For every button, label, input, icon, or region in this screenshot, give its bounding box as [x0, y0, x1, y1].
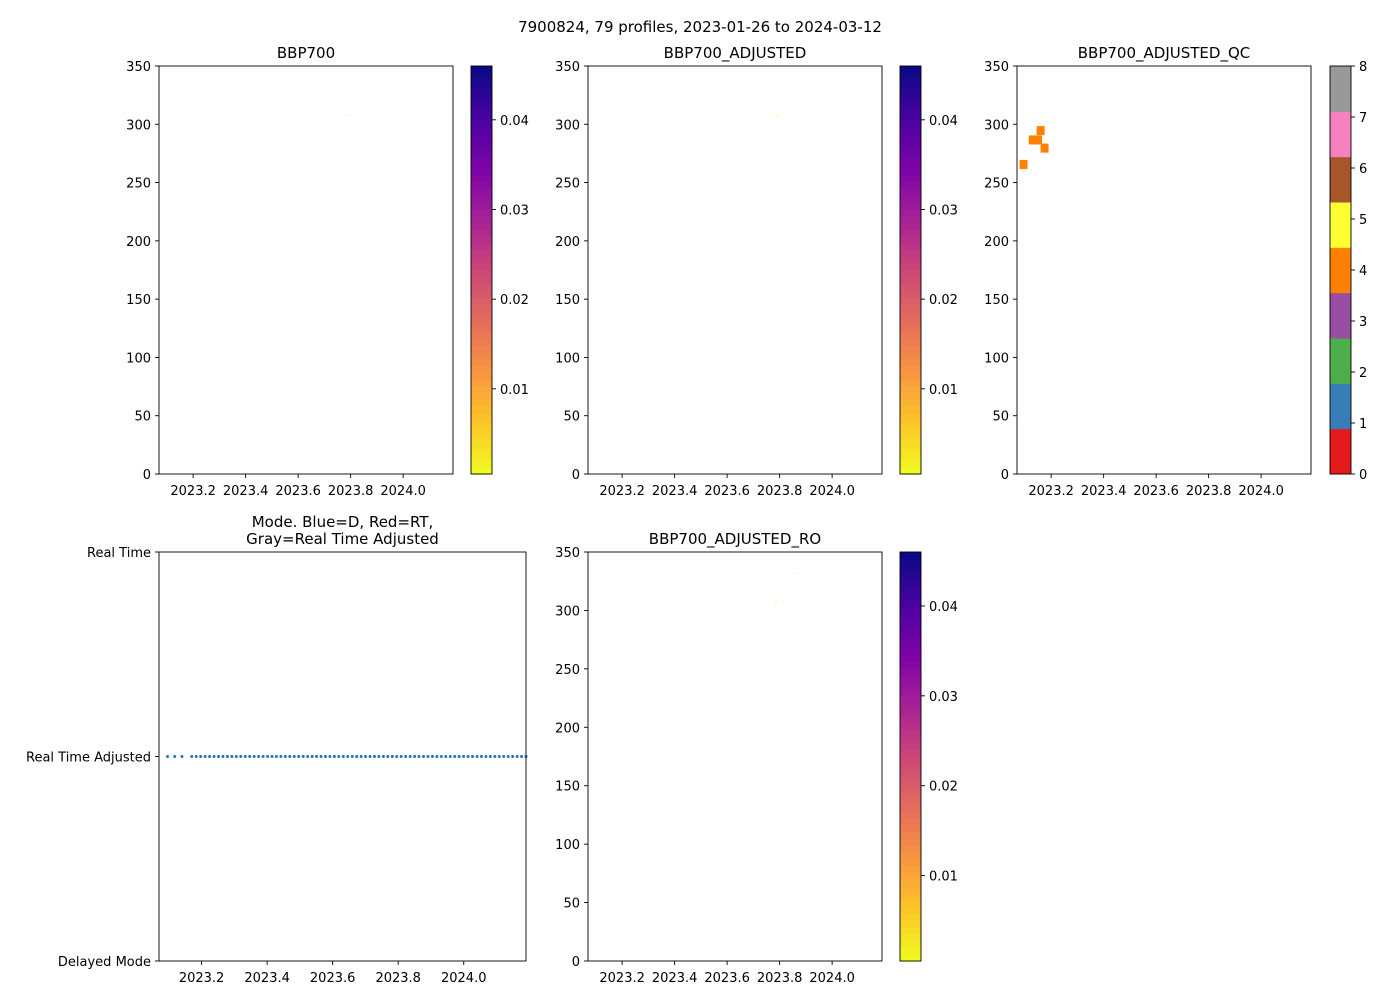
colorbar-band: [471, 72, 492, 81]
axes-frame: [158, 65, 454, 475]
colorbar-band: [471, 236, 492, 244]
colorbar-band: [471, 419, 492, 427]
colorbar-band: [471, 351, 492, 359]
colorbar-band: [471, 446, 492, 455]
x-tick-label: 2023.2: [170, 484, 216, 499]
colorbar-band: [471, 66, 492, 74]
colorbar-band: [471, 358, 492, 366]
colorbar-band: [471, 79, 492, 87]
colorbar-band: [471, 208, 492, 217]
x-tick-label: 2023.8: [328, 484, 374, 499]
colorbar-band: [471, 338, 492, 346]
colorbar-band: [471, 283, 492, 291]
colorbar-band: [471, 297, 492, 305]
colorbar-band: [471, 86, 492, 94]
y-tick-label: 350: [126, 60, 151, 75]
colorbar-band: [471, 174, 492, 183]
colorbar-tick-label: 0.01: [500, 383, 529, 398]
colorbar-band: [471, 385, 492, 393]
colorbar-band: [471, 222, 492, 230]
colorbar-band: [471, 440, 492, 448]
y-tick-label: 150: [126, 293, 151, 308]
y-tick-label: 300: [126, 118, 151, 133]
colorbar-band: [471, 229, 492, 237]
colorbar-band: [471, 134, 492, 142]
colorbar-tick-label: 0.03: [500, 203, 529, 218]
colorbar-band: [471, 242, 492, 251]
colorbar-band: [471, 317, 492, 325]
x-tick-label: 2023.4: [223, 484, 269, 499]
y-tick-label: 200: [126, 235, 151, 250]
colorbar-band: [471, 460, 492, 468]
colorbar-band: [471, 113, 492, 121]
y-tick-label: 50: [134, 410, 151, 425]
colorbar-band: [471, 140, 492, 149]
colorbar-band: [471, 310, 492, 319]
colorbar-band: [471, 147, 492, 155]
colorbar-band: [471, 270, 492, 278]
colorbar-band: [471, 276, 492, 285]
colorbar-band: [471, 304, 492, 312]
colorbar-bbp700: 0.01 0.02 0.03 0.04: [470, 65, 529, 475]
y-tick-label: 250: [126, 177, 151, 192]
figure-suptitle: 7900824, 79 profiles, 2023-01-26 to 2024…: [518, 18, 882, 36]
colorbar-band: [471, 93, 492, 101]
colorbar-band: [471, 256, 492, 264]
colorbar-frame: [470, 65, 493, 475]
colorbar-band: [471, 412, 492, 421]
colorbar-band: [471, 168, 492, 176]
colorbar-band: [471, 331, 492, 339]
colorbar-band: [471, 181, 492, 189]
colorbar-band: [471, 378, 492, 387]
colorbar-band: [471, 406, 492, 414]
colorbar-band: [471, 154, 492, 162]
colorbar-band: [471, 290, 492, 298]
panel-title: BBP700: [277, 44, 335, 62]
colorbar-band: [471, 202, 492, 210]
colorbar-band: [471, 263, 492, 271]
y-tick-label: 100: [126, 351, 151, 366]
colorbar-tick-label: 0.02: [500, 293, 529, 308]
x-tick-label: 2023.6: [275, 484, 321, 499]
x-tick-label: 2024.0: [380, 484, 426, 499]
colorbar-band: [471, 127, 492, 135]
colorbar-band: [471, 392, 492, 400]
colorbar-band: [471, 324, 492, 332]
colorbar-band: [471, 249, 492, 257]
colorbar-band: [471, 372, 492, 380]
panels-layer: BBP700 2023.2 2023.4 2023.6 2023.8 2024.0 0 50 1…: [26, 44, 1367, 986]
colorbar-band: [471, 195, 492, 203]
panel-bbp700: BBP700 2023.2 2023.4 2023.6 2023.8 2024.0 0 50 1…: [126, 44, 529, 499]
colorbar-band: [471, 215, 492, 223]
colorbar-band: [471, 426, 492, 434]
colorbar-band: [471, 399, 492, 407]
colorbar-band: [471, 188, 492, 196]
colorbar-band: [471, 106, 492, 115]
colorbar-band: [471, 365, 492, 373]
colorbar-band: [471, 100, 492, 108]
panel-title: BBP700_ADJUSTED: [664, 44, 807, 63]
colorbar-band: [471, 453, 492, 461]
colorbar-band: [471, 120, 492, 128]
colorbar-band: [471, 467, 492, 475]
y-tick-label: 0: [143, 468, 151, 483]
colorbar-band: [471, 433, 492, 441]
colorbar-band: [471, 161, 492, 169]
colorbar-band: [471, 344, 492, 353]
colorbar-tick-label: 0.04: [500, 114, 529, 129]
